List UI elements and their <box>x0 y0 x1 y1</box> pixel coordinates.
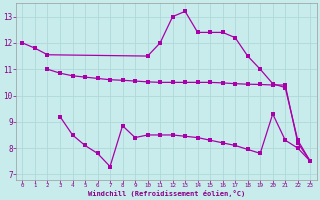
X-axis label: Windchill (Refroidissement éolien,°C): Windchill (Refroidissement éolien,°C) <box>88 190 245 197</box>
